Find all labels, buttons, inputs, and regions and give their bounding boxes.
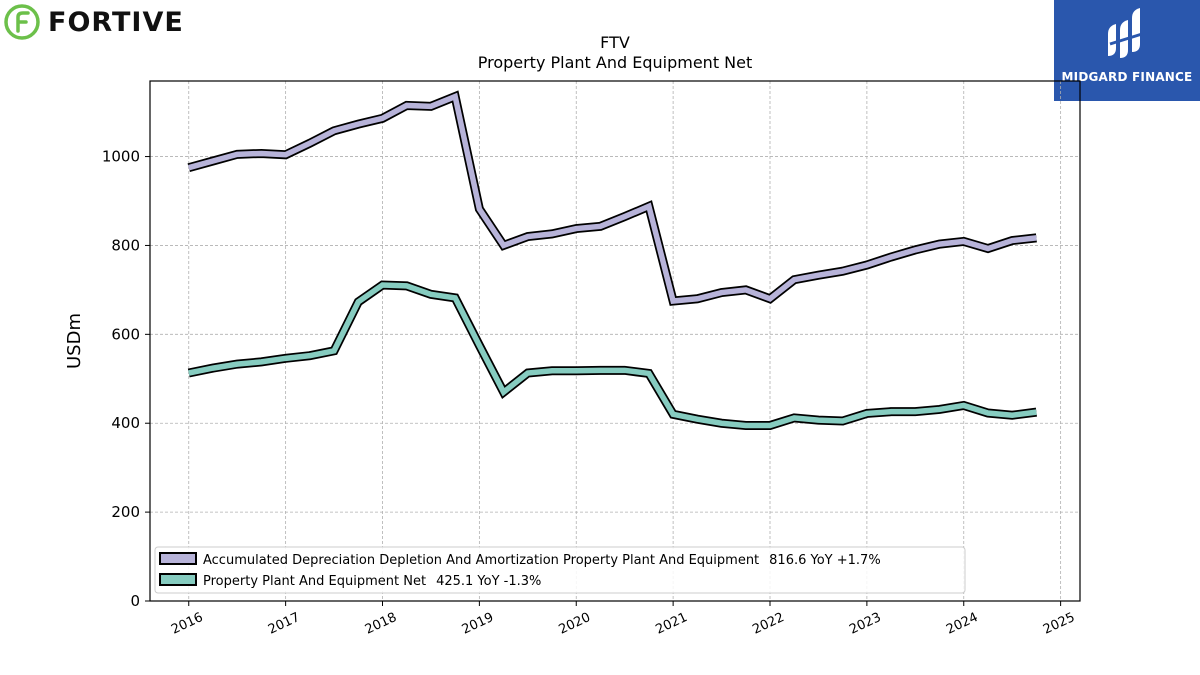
series-outline-accumulated-depreciation	[187, 90, 1037, 306]
legend-label-accumulated-depreciation: Accumulated Depreciation Depletion And A…	[203, 553, 759, 568]
legend-swatch-ppe-net	[159, 573, 197, 586]
fortive-logo-icon	[4, 4, 40, 40]
chart-subtitle: Property Plant And Equipment Net	[478, 53, 753, 72]
legend: Accumulated Depreciation Depletion And A…	[154, 546, 966, 594]
x-tick-label: 2017	[266, 610, 302, 638]
x-tick-label: 2022	[750, 610, 786, 638]
legend-value-ppe-net: 425.1 YoY -1.3%	[436, 574, 541, 589]
y-tick-label: 200	[111, 503, 140, 521]
legend-value-accumulated-depreciation: 816.6 YoY +1.7%	[769, 553, 881, 568]
legend-box	[154, 546, 966, 594]
y-tick-label: 800	[111, 236, 140, 254]
chart-title: FTV	[600, 33, 630, 52]
publisher-badge: MIDGARD FINANCE	[1054, 0, 1200, 101]
x-tick-label: 2024	[944, 610, 980, 638]
brand-name: FORTIVE	[48, 6, 184, 38]
x-tick-label: 2021	[653, 610, 689, 638]
plot-area	[149, 80, 1081, 602]
series-layer	[187, 90, 1037, 430]
legend-swatch-accumulated-depreciation	[159, 552, 197, 565]
y-tick-label: 1000	[102, 148, 140, 166]
grid	[150, 81, 1080, 602]
brand-logo: FORTIVE	[4, 4, 184, 40]
midgard-logo-icon	[1108, 8, 1143, 58]
y-tick-label: 400	[111, 414, 140, 432]
x-tick-label: 2018	[363, 610, 399, 638]
legend-label-ppe-net: Property Plant And Equipment Net	[203, 574, 426, 589]
x-tick-label: 2016	[169, 610, 205, 638]
y-tick-label: 0	[130, 592, 140, 610]
x-tick-label: 2025	[1041, 610, 1077, 638]
series-line-ppe-net	[188, 282, 1037, 429]
x-tick-label: 2019	[460, 610, 496, 638]
y-tick-label: 600	[111, 325, 140, 343]
x-tick-label: 2020	[557, 610, 593, 638]
x-tick-label: 2023	[847, 610, 883, 638]
publisher-name: MIDGARD FINANCE	[1061, 70, 1193, 84]
series-line-accumulated-depreciation	[188, 92, 1037, 304]
y-axis-label: USDm	[64, 313, 85, 369]
